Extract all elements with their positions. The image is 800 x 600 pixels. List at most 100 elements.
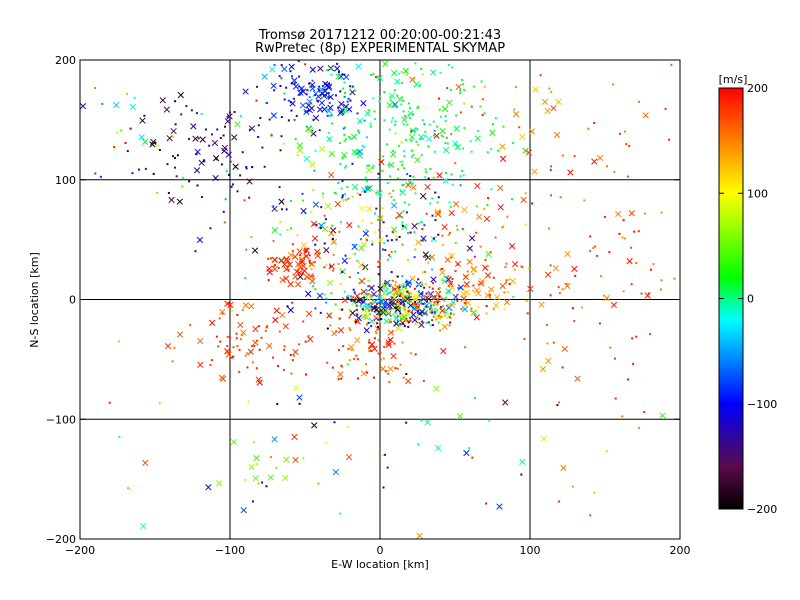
data-point-dot bbox=[449, 316, 452, 319]
data-point-dot bbox=[637, 230, 640, 233]
data-point-x bbox=[407, 110, 414, 117]
data-point-dot bbox=[347, 294, 350, 297]
data-point-x bbox=[571, 265, 578, 273]
data-point-x bbox=[170, 127, 177, 135]
data-point-dot bbox=[399, 160, 402, 163]
data-point-dot bbox=[600, 275, 603, 278]
data-point-x bbox=[425, 295, 432, 303]
data-point-dot bbox=[399, 363, 402, 366]
data-point-dot bbox=[385, 304, 388, 307]
data-point-dot bbox=[374, 231, 377, 234]
data-point-x bbox=[269, 66, 276, 73]
data-point-dot bbox=[409, 296, 412, 299]
data-point-dot bbox=[416, 304, 419, 307]
data-point-dot bbox=[621, 415, 624, 418]
data-point-dot bbox=[406, 232, 409, 235]
data-point-x bbox=[288, 63, 295, 70]
data-point-x bbox=[299, 102, 307, 109]
data-point-dot bbox=[275, 466, 278, 469]
data-point-dot bbox=[401, 164, 404, 167]
data-point-dot bbox=[375, 302, 378, 305]
data-point-dot bbox=[388, 192, 391, 195]
data-point-dot bbox=[559, 196, 562, 199]
data-point-dot bbox=[283, 92, 286, 95]
data-point-dot bbox=[244, 277, 247, 280]
data-point-dot bbox=[622, 219, 625, 222]
data-point-dot bbox=[263, 165, 266, 168]
data-point-x bbox=[198, 159, 205, 166]
data-point-x bbox=[314, 252, 322, 259]
data-point-dot bbox=[374, 118, 377, 121]
data-point-dot bbox=[368, 309, 371, 312]
data-point-x bbox=[473, 314, 480, 321]
data-point-dot bbox=[396, 367, 399, 370]
data-point-dot bbox=[373, 305, 376, 308]
data-point-dot bbox=[317, 87, 320, 90]
data-point-dot bbox=[366, 371, 369, 374]
data-point-dot bbox=[492, 308, 495, 311]
data-point-x bbox=[300, 242, 307, 249]
data-point-x bbox=[345, 453, 353, 461]
data-point-dot bbox=[377, 339, 380, 342]
data-point-dot bbox=[370, 305, 373, 308]
data-point-x bbox=[309, 278, 316, 285]
data-point-dot bbox=[413, 305, 416, 308]
data-point-dot bbox=[438, 286, 441, 289]
data-point-x bbox=[278, 198, 285, 205]
data-point-x bbox=[439, 307, 446, 314]
data-point-dot bbox=[546, 342, 549, 345]
data-point-dot bbox=[280, 208, 283, 211]
data-point-x bbox=[387, 365, 394, 373]
data-point-dot bbox=[376, 218, 379, 221]
data-point-dot bbox=[443, 309, 446, 312]
data-point-dot bbox=[484, 258, 487, 261]
data-point-dot bbox=[488, 419, 491, 422]
data-point-dot bbox=[322, 84, 325, 87]
data-point-dot bbox=[330, 292, 333, 295]
data-point-dot bbox=[436, 301, 439, 304]
data-point-dot bbox=[267, 279, 270, 282]
data-point-dot bbox=[407, 325, 410, 328]
data-point-dot bbox=[99, 175, 102, 178]
data-point-x bbox=[434, 296, 441, 303]
data-point-dot bbox=[226, 115, 229, 118]
data-point-dot bbox=[404, 226, 407, 229]
data-point-dot bbox=[428, 286, 431, 289]
data-point-x bbox=[326, 135, 333, 143]
data-point-dot bbox=[441, 296, 444, 299]
data-point-dot bbox=[266, 102, 269, 105]
data-point-dot bbox=[326, 327, 329, 330]
data-point-dot bbox=[377, 326, 380, 329]
data-point-dot bbox=[402, 283, 405, 286]
data-point-dot bbox=[375, 305, 378, 308]
data-point-dot bbox=[573, 320, 576, 323]
colorbar-tick-label: 200 bbox=[747, 82, 768, 95]
data-point-dot bbox=[492, 276, 495, 279]
data-point-dot bbox=[260, 336, 263, 339]
data-point-dot bbox=[355, 304, 358, 307]
data-point-dot bbox=[486, 151, 489, 154]
colorbar-tick-label: −200 bbox=[747, 503, 777, 516]
data-point-x bbox=[428, 254, 436, 261]
data-point-x bbox=[525, 149, 533, 156]
data-point-dot bbox=[126, 150, 129, 153]
data-point-dot bbox=[292, 354, 295, 357]
data-point-dot bbox=[432, 297, 435, 300]
data-point-dot bbox=[312, 285, 315, 288]
data-point-dot bbox=[347, 197, 350, 200]
data-point-x bbox=[539, 365, 547, 373]
data-point-dot bbox=[441, 315, 444, 318]
data-point-x bbox=[232, 163, 239, 170]
data-point-dot bbox=[318, 129, 321, 132]
data-point-dot bbox=[618, 232, 621, 235]
data-point-dot bbox=[228, 173, 231, 176]
data-point-dot bbox=[417, 222, 420, 225]
data-point-dot bbox=[437, 97, 440, 100]
data-point-dot bbox=[171, 360, 174, 363]
data-point-dot bbox=[337, 378, 340, 381]
data-point-dot bbox=[383, 345, 386, 348]
data-point-dot bbox=[392, 313, 395, 316]
data-point-dot bbox=[325, 442, 328, 445]
data-point-dot bbox=[367, 285, 370, 288]
